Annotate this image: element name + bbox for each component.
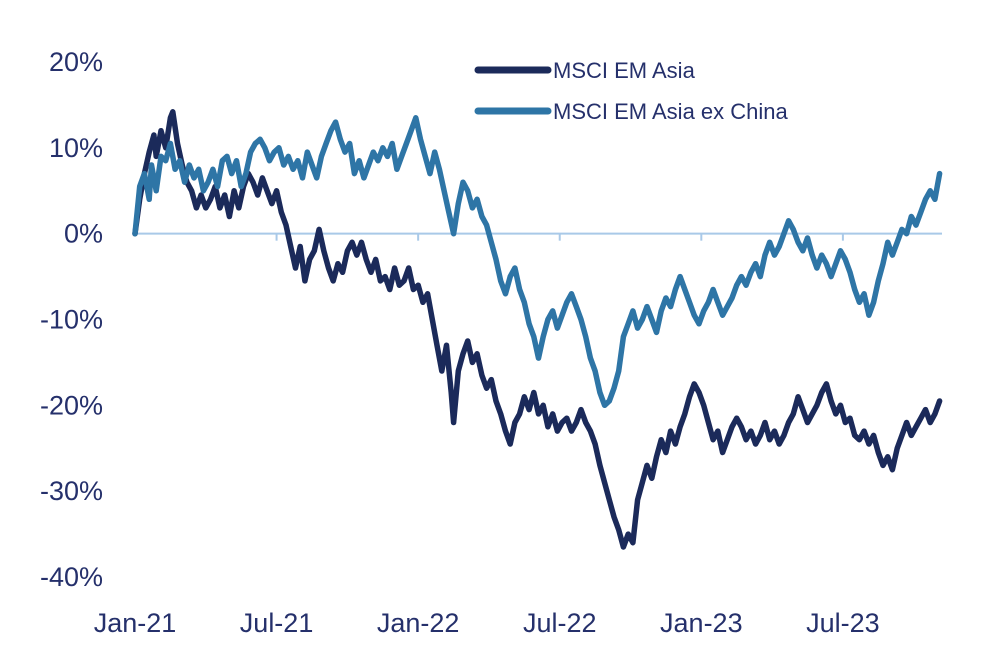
axis-layer: 20% 10% 0% -10% -20% -30% -40% Jan-21 Jul-21 Jan-… (40, 47, 942, 638)
y-tick-label: 10% (49, 133, 103, 163)
y-tick-label: -40% (40, 562, 103, 592)
y-tick-label: 0% (64, 219, 103, 249)
x-tick-label: Jul-21 (240, 608, 314, 638)
legend-label-msci-em-asia: MSCI EM Asia (553, 58, 696, 83)
x-tick-label: Jul-23 (806, 608, 880, 638)
x-tick-label: Jul-22 (523, 608, 597, 638)
x-tick-label: Jan-21 (94, 608, 177, 638)
y-tick-label: -20% (40, 390, 103, 420)
y-tick-label: 20% (49, 47, 103, 77)
legend-label-msci-em-asia-ex-china: MSCI EM Asia ex China (553, 99, 789, 124)
legend: MSCI EM Asia MSCI EM Asia ex China (474, 58, 789, 124)
series-line-msci-em-asia (132, 109, 943, 550)
x-tick-label: Jan-22 (377, 608, 460, 638)
series-layer (132, 109, 943, 550)
x-tick-label: Jan-23 (660, 608, 743, 638)
series-line-msci-em-asia-ex-china (132, 115, 943, 409)
y-tick-label: -30% (40, 476, 103, 506)
y-tick-label: -10% (40, 305, 103, 335)
